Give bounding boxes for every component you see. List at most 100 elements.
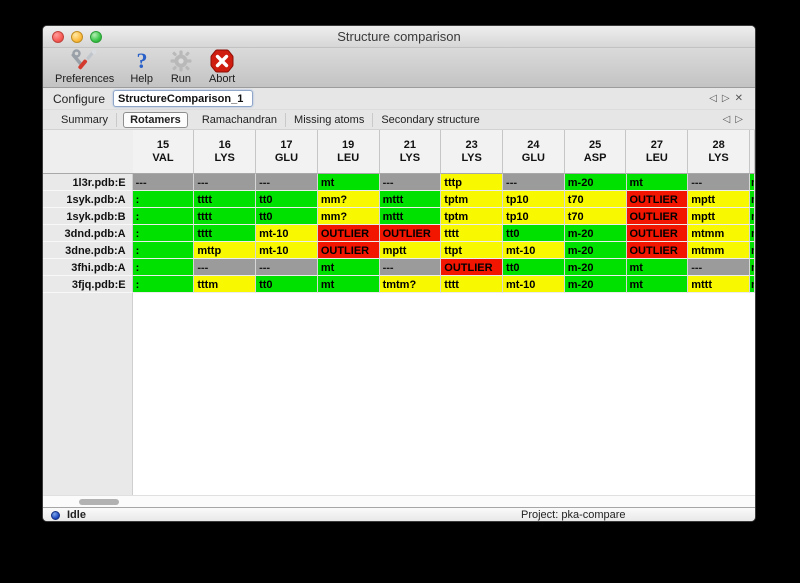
table-cell[interactable]: OUTLIER	[317, 242, 380, 259]
table-cell[interactable]: tptm	[441, 208, 504, 225]
table-cell[interactable]: ---	[194, 259, 257, 276]
abort-button[interactable]: Abort	[209, 49, 235, 85]
table-cell[interactable]: ---	[379, 259, 442, 276]
tabs-prev-icon[interactable]: ◁	[722, 113, 731, 125]
table-cell[interactable]: mt-10	[256, 225, 318, 242]
horizontal-scrollbar[interactable]	[43, 495, 755, 507]
table-cell[interactable]: mt	[317, 174, 380, 191]
table-cell[interactable]: mptt	[379, 242, 442, 259]
column-header-24[interactable]: 24 GLU	[503, 130, 565, 174]
table-cell[interactable]: mptt	[688, 191, 750, 208]
table-cell[interactable]: t70	[564, 191, 627, 208]
zoom-window-button[interactable]	[90, 31, 102, 43]
config-close-icon[interactable]: ✕	[734, 92, 743, 104]
table-cell[interactable]: tp10	[503, 191, 565, 208]
table-cell[interactable]: ---	[132, 174, 195, 191]
table-cell[interactable]: m-20	[564, 276, 627, 293]
table-cell-clipped[interactable]: m	[749, 259, 755, 276]
help-button[interactable]: ? Help	[130, 49, 153, 85]
tab-summary[interactable]: Summary	[53, 112, 118, 127]
table-cell[interactable]: mttt	[379, 191, 442, 208]
configure-name-input[interactable]	[113, 90, 254, 107]
table-cell[interactable]: m-20	[564, 225, 627, 242]
table-cell[interactable]: tttp	[441, 174, 504, 191]
column-header-28[interactable]: 28 LYS	[688, 130, 750, 174]
table-cell[interactable]: ttpt	[441, 242, 504, 259]
table-cell[interactable]: tt0	[256, 208, 318, 225]
column-header-23[interactable]: 23 LYS	[441, 130, 504, 174]
table-cell[interactable]: m-20	[564, 174, 627, 191]
table-cell[interactable]: mtmm	[688, 225, 750, 242]
table-cell[interactable]: mptt	[688, 208, 750, 225]
table-cell[interactable]: tttt	[194, 191, 257, 208]
table-cell[interactable]: tttt	[194, 208, 257, 225]
table-cell[interactable]: mt-10	[256, 242, 318, 259]
table-cell-clipped[interactable]: m	[749, 225, 755, 242]
table-cell[interactable]: OUTLIER	[626, 225, 689, 242]
table-cell-clipped[interactable]: m	[749, 242, 755, 259]
table-cell[interactable]: OUTLIER	[626, 208, 689, 225]
table-cell[interactable]: tt0	[256, 276, 318, 293]
tab-ramachandran[interactable]: Ramachandran	[194, 112, 287, 127]
column-header-21[interactable]: 21 LYS	[379, 130, 442, 174]
table-cell[interactable]: :	[132, 276, 195, 293]
table-cell[interactable]: mm?	[317, 191, 380, 208]
table-cell[interactable]: OUTLIER	[441, 259, 504, 276]
table-cell[interactable]: OUTLIER	[317, 225, 380, 242]
table-cell[interactable]: tttt	[441, 276, 504, 293]
table-cell[interactable]: t70	[564, 208, 627, 225]
table-cell[interactable]: tt0	[256, 191, 318, 208]
column-header-17[interactable]: 17 GLU	[256, 130, 318, 174]
table-cell[interactable]: mttt	[379, 208, 442, 225]
table-cell[interactable]: mtmm	[688, 242, 750, 259]
table-cell[interactable]: :	[132, 191, 195, 208]
table-cell-clipped[interactable]: m	[749, 191, 755, 208]
table-cell[interactable]: mt	[317, 276, 380, 293]
tab-secondary-structure[interactable]: Secondary structure	[381, 113, 480, 126]
table-cell[interactable]: OUTLIER	[626, 242, 689, 259]
horizontal-scrollbar-thumb[interactable]	[79, 499, 119, 505]
table-cell[interactable]: ---	[256, 259, 318, 276]
table-cell[interactable]: mttp	[194, 242, 257, 259]
close-window-button[interactable]	[52, 31, 64, 43]
table-cell[interactable]: ---	[256, 174, 318, 191]
table-cell[interactable]: ---	[688, 259, 750, 276]
table-cell[interactable]: mt-10	[503, 242, 565, 259]
column-header-16[interactable]: 16 LYS	[194, 130, 257, 174]
table-cell[interactable]: ---	[379, 174, 442, 191]
table-cell[interactable]: m-20	[564, 242, 627, 259]
column-header-15[interactable]: 15 VAL	[132, 130, 195, 174]
table-cell[interactable]: :	[132, 242, 195, 259]
table-cell[interactable]: mt	[626, 174, 689, 191]
table-cell[interactable]: ---	[194, 174, 257, 191]
table-cell[interactable]: mm?	[317, 208, 380, 225]
table-cell[interactable]: tt0	[503, 225, 565, 242]
table-cell[interactable]: :	[132, 225, 195, 242]
table-cell[interactable]: m-20	[564, 259, 627, 276]
config-next-icon[interactable]: ▷	[721, 92, 730, 104]
column-header-27[interactable]: 27 LEU	[626, 130, 689, 174]
table-cell[interactable]: mt	[626, 259, 689, 276]
column-header-25[interactable]: 25 ASP	[564, 130, 627, 174]
table-cell[interactable]: mttt	[688, 276, 750, 293]
table-cell[interactable]: OUTLIER	[379, 225, 442, 242]
table-cell[interactable]: tmtm?	[379, 276, 442, 293]
table-cell-clipped[interactable]: m	[749, 174, 755, 191]
tabs-next-icon[interactable]: ▷	[735, 113, 743, 125]
table-cell[interactable]: mt-10	[503, 276, 565, 293]
table-cell[interactable]: tt0	[503, 259, 565, 276]
table-cell[interactable]: mt	[626, 276, 689, 293]
table-cell[interactable]: ---	[503, 174, 565, 191]
table-cell[interactable]: mt	[317, 259, 380, 276]
tab-missing-atoms[interactable]: Missing atoms	[286, 112, 374, 127]
table-cell[interactable]: OUTLIER	[626, 191, 689, 208]
table-cell[interactable]: tp10	[503, 208, 565, 225]
table-cell[interactable]: tttt	[441, 225, 504, 242]
table-cell[interactable]: tttm	[194, 276, 257, 293]
tab-rotamers[interactable]: Rotamers	[123, 111, 188, 128]
table-cell-clipped[interactable]: m	[749, 276, 755, 293]
table-cell[interactable]: ---	[688, 174, 750, 191]
table-cell[interactable]: tttt	[194, 225, 257, 242]
column-header-19[interactable]: 19 LEU	[317, 130, 380, 174]
run-button[interactable]: Run	[169, 49, 193, 85]
